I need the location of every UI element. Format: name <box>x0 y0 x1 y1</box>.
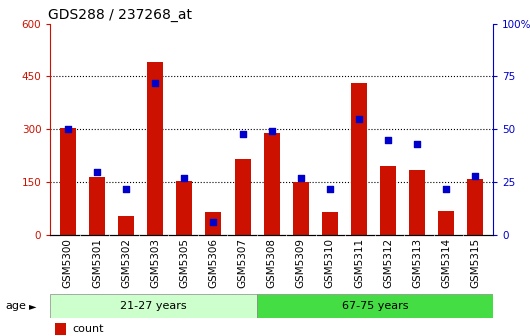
Point <box>296 175 305 181</box>
Bar <box>467 179 483 235</box>
Point <box>64 127 72 132</box>
Text: GDS288 / 237268_at: GDS288 / 237268_at <box>48 8 192 23</box>
Point <box>384 137 392 142</box>
Point <box>122 186 130 191</box>
Bar <box>206 212 222 235</box>
Bar <box>380 166 396 235</box>
Bar <box>55 323 66 335</box>
Bar <box>234 159 251 235</box>
Point <box>325 186 334 191</box>
Point <box>180 175 189 181</box>
Text: 21-27 years: 21-27 years <box>120 301 187 311</box>
Text: count: count <box>73 324 104 334</box>
Bar <box>438 210 454 235</box>
Point <box>209 220 218 225</box>
Bar <box>176 180 192 235</box>
Bar <box>89 177 105 235</box>
Bar <box>147 62 163 235</box>
Point <box>471 173 480 179</box>
Point <box>238 131 247 136</box>
Point <box>151 80 160 85</box>
Bar <box>50 294 257 318</box>
Bar <box>351 83 367 235</box>
Point <box>442 186 450 191</box>
Point <box>355 116 363 122</box>
Bar <box>293 182 309 235</box>
Text: ►: ► <box>29 301 37 311</box>
Text: age: age <box>5 301 26 311</box>
Bar <box>322 212 338 235</box>
Point <box>267 129 276 134</box>
Bar <box>263 133 280 235</box>
Bar <box>118 216 134 235</box>
Point <box>93 169 101 174</box>
Bar <box>257 294 493 318</box>
Point <box>413 141 421 147</box>
Bar <box>60 128 76 235</box>
Text: 67-75 years: 67-75 years <box>342 301 408 311</box>
Bar <box>409 170 425 235</box>
